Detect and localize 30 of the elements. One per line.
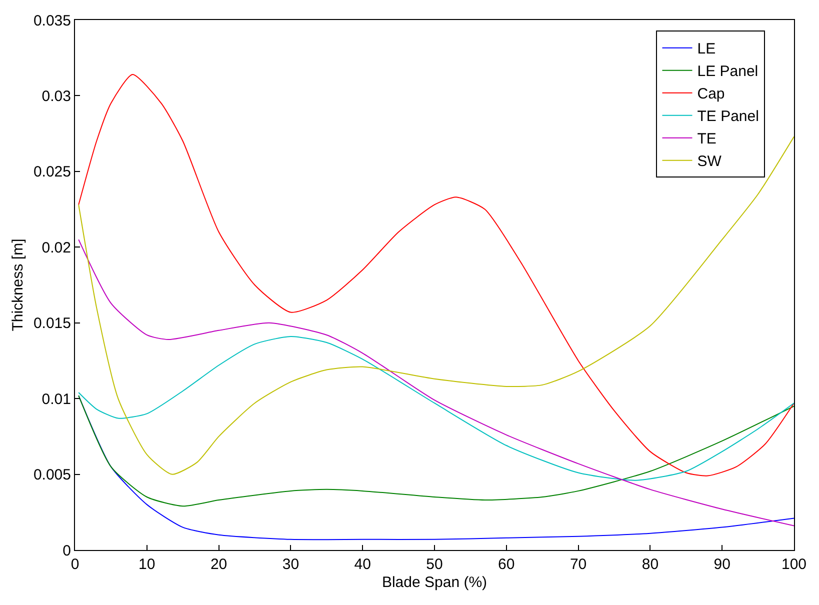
legend-label: SW xyxy=(697,153,722,170)
line-series xyxy=(78,336,794,481)
x-tick-label: 40 xyxy=(354,556,371,573)
legend-label: Cap xyxy=(697,86,725,103)
y-tick-label: 0.005 xyxy=(33,466,71,484)
legend-label: LE xyxy=(697,40,716,58)
y-tick-label: 0.025 xyxy=(33,164,71,181)
x-tick-label: 70 xyxy=(570,556,587,573)
y-tick-label: 0.02 xyxy=(42,239,71,256)
x-tick-label: 80 xyxy=(642,556,659,573)
x-axis-title: Blade Span (%) xyxy=(382,574,488,591)
y-tick-label: 0.03 xyxy=(42,88,71,105)
legend-label: LE Panel xyxy=(697,63,758,80)
x-tick-label: 20 xyxy=(210,556,228,573)
y-tick-label: 0.01 xyxy=(42,390,71,408)
y-tick-label: 0 xyxy=(62,542,71,560)
x-tick-label: 10 xyxy=(138,556,156,573)
y-axis-title: Thickness [m] xyxy=(10,238,27,332)
y-tick-label: 0.015 xyxy=(33,315,71,332)
y-tick-label: 0.035 xyxy=(33,12,71,30)
x-tick-label: 90 xyxy=(714,556,730,573)
x-tick-label: 100 xyxy=(781,556,807,573)
line-series xyxy=(78,395,794,507)
line-series xyxy=(78,239,794,526)
legend-label: TE xyxy=(697,130,716,148)
x-tick-label: 50 xyxy=(426,556,443,573)
legend-label: TE Panel xyxy=(697,108,759,126)
x-tick-label: 30 xyxy=(282,556,300,573)
line-series xyxy=(78,395,794,540)
x-tick-label: 60 xyxy=(498,556,515,573)
